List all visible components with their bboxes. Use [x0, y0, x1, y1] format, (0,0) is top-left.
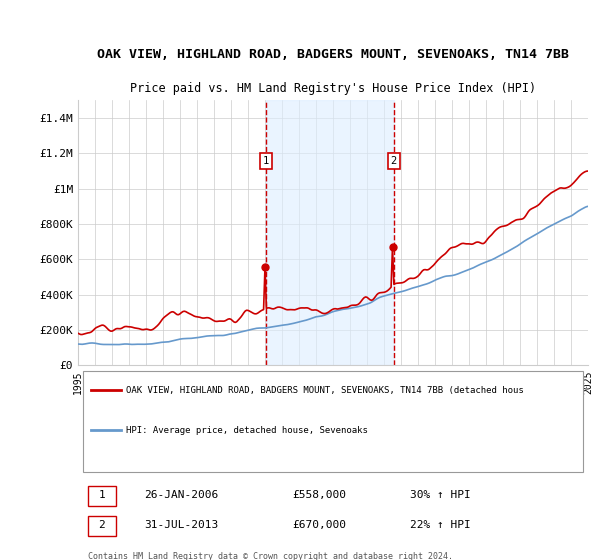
Text: 31-JUL-2013: 31-JUL-2013: [145, 520, 218, 530]
Text: 1: 1: [98, 489, 106, 500]
Text: OAK VIEW, HIGHLAND ROAD, BADGERS MOUNT, SEVENOAKS, TN14 7BB: OAK VIEW, HIGHLAND ROAD, BADGERS MOUNT, …: [97, 48, 569, 62]
Text: 2: 2: [98, 520, 106, 530]
Text: Contains HM Land Registry data © Crown copyright and database right 2024.
This d: Contains HM Land Registry data © Crown c…: [88, 552, 453, 560]
FancyBboxPatch shape: [88, 486, 116, 506]
Text: 30% ↑ HPI: 30% ↑ HPI: [409, 489, 470, 500]
Text: 2: 2: [391, 156, 397, 166]
Text: £670,000: £670,000: [292, 520, 346, 530]
Text: HPI: Average price, detached house, Sevenoaks: HPI: Average price, detached house, Seve…: [127, 426, 368, 435]
FancyBboxPatch shape: [83, 371, 583, 472]
Text: 26-JAN-2006: 26-JAN-2006: [145, 489, 218, 500]
Text: Price paid vs. HM Land Registry's House Price Index (HPI): Price paid vs. HM Land Registry's House …: [130, 82, 536, 95]
Bar: [266, 100, 394, 365]
Text: OAK VIEW, HIGHLAND ROAD, BADGERS MOUNT, SEVENOAKS, TN14 7BB (detached hous: OAK VIEW, HIGHLAND ROAD, BADGERS MOUNT, …: [127, 385, 524, 394]
Text: 1: 1: [263, 156, 269, 166]
FancyBboxPatch shape: [88, 516, 116, 536]
Text: 22% ↑ HPI: 22% ↑ HPI: [409, 520, 470, 530]
Text: £558,000: £558,000: [292, 489, 346, 500]
